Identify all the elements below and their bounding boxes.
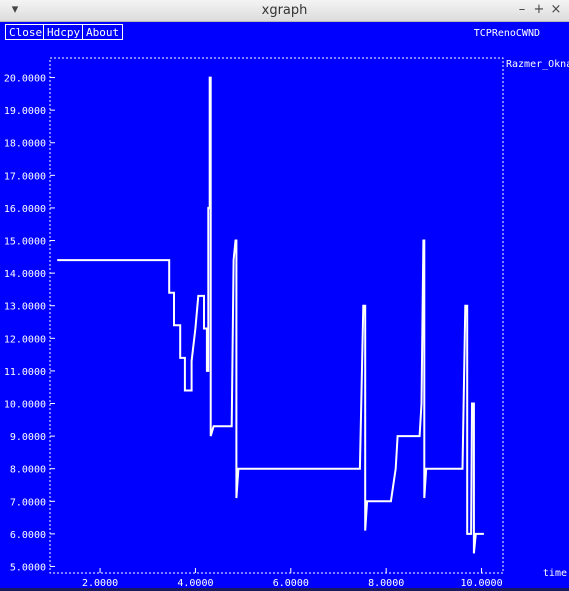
y-axis: 5.0000 6.0000 7.0000 8.0000 9.0000 10.0000 11.… [4, 74, 55, 573]
window-titlebar[interactable]: ▾ xgraph – + × [0, 0, 569, 22]
x-tick-label: 6.0000 [273, 578, 309, 589]
y-tick-label: 14.0000 [4, 269, 46, 280]
series-line-razmer-okna [57, 76, 484, 554]
close-button[interactable]: Close [5, 24, 47, 40]
y-tick-label: 5.0000 [10, 562, 46, 573]
legend-entry: Razmer_Okna [506, 59, 569, 70]
bottom-edge [0, 588, 569, 591]
y-tick-label: 15.0000 [4, 237, 46, 248]
close-window-icon[interactable]: × [550, 2, 562, 17]
plot-frame [49, 57, 504, 574]
graph-name: TCPRenoCWND [473, 28, 540, 39]
minimize-icon[interactable]: – [518, 2, 526, 17]
y-tick-label: 8.0000 [10, 465, 46, 476]
x-tick-label: 8.0000 [368, 578, 404, 589]
x-tick-label: 4.0000 [177, 578, 213, 589]
maximize-icon[interactable]: + [533, 2, 545, 17]
x-tick-label: 2.0000 [82, 578, 118, 589]
y-tick-label: 17.0000 [4, 171, 46, 182]
y-tick-label: 9.0000 [10, 432, 46, 443]
window-menu-icon[interactable]: ▾ [11, 2, 19, 17]
y-tick-label: 20.0000 [4, 74, 46, 85]
y-tick-label: 18.0000 [4, 139, 46, 150]
x-axis-label: time [543, 568, 567, 579]
y-tick-label: 12.0000 [4, 334, 46, 345]
y-tick-label: 6.0000 [10, 530, 46, 541]
y-tick-label: 19.0000 [4, 106, 46, 117]
hdcpy-button[interactable]: Hdcpy [43, 24, 85, 40]
x-tick-label: 10.0000 [460, 578, 502, 589]
y-tick-label: 10.0000 [4, 400, 46, 411]
window-title: xgraph [261, 3, 308, 18]
y-tick-label: 13.0000 [4, 302, 46, 313]
y-tick-label: 11.0000 [4, 367, 46, 378]
y-tick-label: 7.0000 [10, 497, 46, 508]
y-tick-label: 16.0000 [4, 204, 46, 215]
x-axis: 2.0000 4.0000 6.0000 8.0000 10.0000 [82, 568, 503, 589]
about-button[interactable]: About [82, 24, 124, 40]
